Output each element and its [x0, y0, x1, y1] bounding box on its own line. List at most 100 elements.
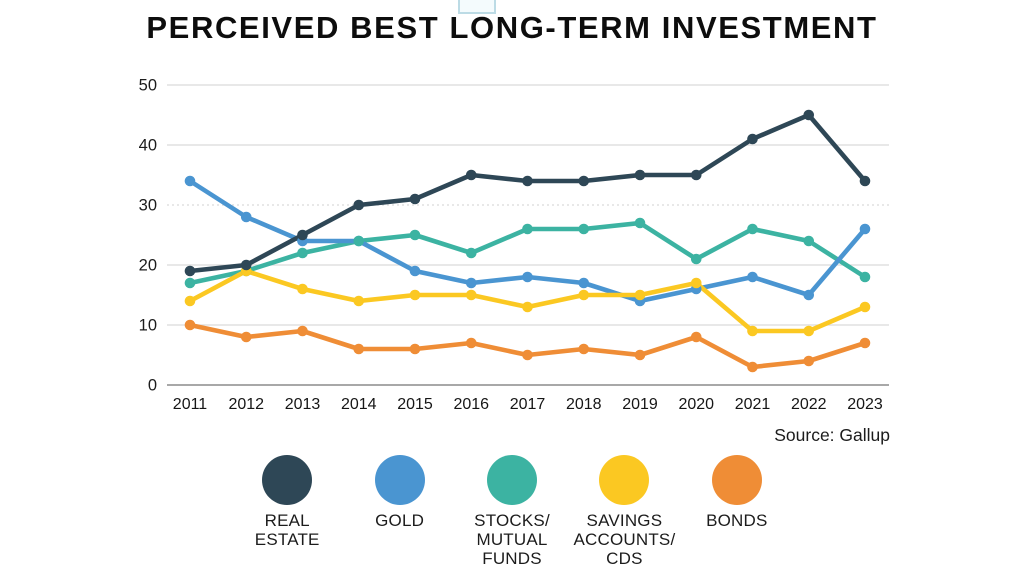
data-point-stocks-mutual-funds-2020: [690, 253, 702, 265]
data-point-real-estate-2018: [578, 175, 590, 187]
data-point-savings-accounts-cds-2014: [353, 295, 365, 307]
data-point-real-estate-2017: [522, 175, 533, 187]
y-tick-label-50: 50: [139, 77, 157, 95]
data-point-real-estate-2020: [690, 169, 702, 181]
data-point-bonds-2012: [240, 331, 252, 343]
data-point-real-estate-2019: [634, 169, 646, 181]
data-point-gold-2011: [184, 175, 196, 187]
data-point-bonds-2021: [747, 361, 758, 373]
legend-item-savings-accounts-cds: SAVINGS ACCOUNTS/ CDS: [568, 455, 680, 568]
x-tick-label-2023: 2023: [847, 396, 883, 413]
x-tick-label-2013: 2013: [285, 396, 321, 413]
x-tick-label-2022: 2022: [791, 396, 827, 413]
data-point-stocks-mutual-funds-2016: [465, 247, 477, 259]
data-point-bonds-2022: [803, 355, 815, 367]
data-point-gold-2015: [409, 265, 421, 277]
data-point-stocks-mutual-funds-2013: [297, 247, 308, 259]
legend-dot-bonds: [711, 455, 762, 505]
data-point-stocks-mutual-funds-2015: [409, 229, 421, 241]
legend-label-gold: GOLD: [375, 511, 425, 530]
data-point-gold-2018: [578, 277, 590, 289]
data-point-stocks-mutual-funds-2021: [747, 223, 758, 235]
data-point-bonds-2020: [690, 331, 702, 343]
y-tick-label-0: 0: [148, 377, 157, 395]
data-point-gold-2021: [747, 271, 758, 283]
clipped-ui-fragment: [458, 0, 496, 14]
data-point-gold-2012: [240, 211, 252, 223]
data-point-gold-2022: [803, 289, 815, 301]
legend-label-savings-accounts-cds: SAVINGS ACCOUNTS/ CDS: [573, 511, 676, 568]
data-point-real-estate-2014: [353, 199, 365, 211]
data-point-stocks-mutual-funds-2019: [634, 217, 646, 229]
x-tick-label-2017: 2017: [510, 396, 546, 413]
data-point-bonds-2016: [465, 337, 477, 349]
data-point-savings-accounts-cds-2017: [522, 301, 533, 313]
data-point-stocks-mutual-funds-2014: [353, 235, 365, 247]
legend-label-bonds: BONDS: [706, 511, 768, 530]
data-point-stocks-mutual-funds-2022: [803, 235, 815, 247]
y-tick-label-10: 10: [139, 317, 157, 335]
x-tick-label-2021: 2021: [735, 396, 771, 413]
y-tick-label-30: 30: [139, 197, 157, 215]
data-point-real-estate-2016: [465, 169, 477, 181]
legend-item-stocks-mutual-funds: STOCKS/ MUTUAL FUNDS: [456, 455, 568, 568]
data-point-savings-accounts-cds-2013: [297, 283, 308, 295]
x-tick-label-2018: 2018: [566, 396, 602, 413]
source-note: Source: Gallup: [774, 425, 890, 445]
data-point-savings-accounts-cds-2023: [859, 301, 871, 313]
data-point-gold-2016: [465, 277, 477, 289]
data-point-savings-accounts-cds-2018: [578, 289, 590, 301]
x-tick-label-2019: 2019: [622, 396, 658, 413]
series-line-real-estate: [187, 112, 868, 274]
data-point-savings-accounts-cds-2011: [184, 295, 196, 307]
x-tick-label-2020: 2020: [678, 396, 714, 413]
data-point-stocks-mutual-funds-2017: [522, 223, 533, 235]
legend-dot-real-estate: [262, 455, 313, 505]
chart-title: PERCEIVED BEST LONG-TERM INVESTMENT: [146, 10, 878, 45]
data-point-savings-accounts-cds-2015: [409, 289, 421, 301]
data-point-savings-accounts-cds-2016: [465, 289, 477, 301]
data-point-gold-2017: [522, 271, 533, 283]
x-tick-label-2016: 2016: [453, 396, 489, 413]
data-point-real-estate-2021: [747, 133, 758, 145]
legend-dot-stocks-mutual-funds: [487, 455, 538, 505]
legend-item-bonds: BONDS: [681, 455, 793, 568]
x-tick-label-2012: 2012: [228, 396, 264, 413]
x-tick-label-2011: 2011: [173, 396, 208, 413]
data-point-bonds-2017: [522, 349, 533, 361]
data-point-bonds-2019: [634, 349, 646, 361]
data-point-real-estate-2022: [803, 109, 815, 121]
x-tick-label-2015: 2015: [397, 396, 433, 413]
data-point-real-estate-2015: [409, 193, 421, 205]
data-point-savings-accounts-cds-2021: [747, 325, 758, 337]
data-point-savings-accounts-cds-2022: [803, 325, 815, 337]
data-point-bonds-2018: [578, 343, 590, 355]
legend-dot-gold: [374, 455, 425, 505]
data-point-gold-2023: [859, 223, 871, 235]
data-point-bonds-2015: [409, 343, 421, 355]
legend-dot-savings-accounts-cds: [599, 455, 650, 505]
legend-item-gold: GOLD: [343, 455, 455, 568]
data-point-bonds-2013: [297, 325, 308, 337]
data-point-bonds-2023: [859, 337, 871, 349]
x-tick-label-2014: 2014: [341, 396, 377, 413]
data-point-stocks-mutual-funds-2011: [184, 277, 196, 289]
y-tick-label-40: 40: [139, 137, 157, 155]
data-point-bonds-2014: [353, 343, 365, 355]
data-point-real-estate-2013: [297, 229, 308, 241]
data-point-real-estate-2011: [184, 265, 196, 277]
y-tick-label-20: 20: [139, 257, 157, 275]
data-point-stocks-mutual-funds-2018: [578, 223, 590, 235]
legend-item-real-estate: REAL ESTATE: [231, 455, 343, 568]
data-point-real-estate-2012: [240, 259, 252, 271]
legend-label-real-estate: REAL ESTATE: [254, 511, 320, 549]
data-point-stocks-mutual-funds-2023: [859, 271, 871, 283]
data-point-savings-accounts-cds-2020: [690, 277, 702, 289]
chart-legend: REAL ESTATE GOLD STOCKS/ MUTUAL FUNDS SAVIN…: [231, 455, 793, 568]
data-point-bonds-2011: [184, 319, 196, 331]
data-point-savings-accounts-cds-2019: [634, 289, 646, 301]
legend-label-stocks-mutual-funds: STOCKS/ MUTUAL FUNDS: [474, 511, 550, 568]
data-point-real-estate-2023: [859, 175, 871, 187]
